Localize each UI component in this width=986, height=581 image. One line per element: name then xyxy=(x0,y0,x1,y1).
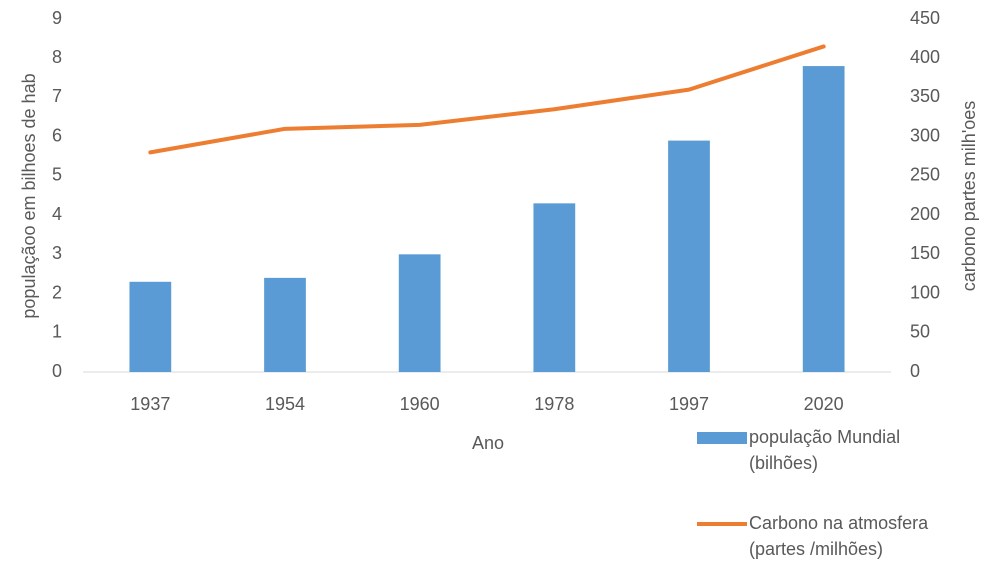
x-tick-label: 1978 xyxy=(534,394,574,414)
y2-tick-label: 250 xyxy=(910,165,940,185)
line xyxy=(148,44,826,155)
y2-tick-label: 200 xyxy=(910,204,940,224)
y-tick-label: 4 xyxy=(52,204,62,224)
x-tick-label: 1997 xyxy=(669,394,709,414)
y2-tick-label: 50 xyxy=(910,322,930,342)
y-tick-label: 9 xyxy=(52,8,62,28)
y2-tick-label: 400 xyxy=(910,47,940,67)
x-tick-label: 1960 xyxy=(400,394,440,414)
x-tick-label: 1954 xyxy=(265,394,305,414)
x-tick-label: 2020 xyxy=(804,394,844,414)
legend-label: Carbono na atmosfera (partes /milhões) xyxy=(749,513,929,559)
bar xyxy=(398,254,441,372)
y-tick-label: 6 xyxy=(52,125,62,145)
y-axis-label: populaçãoo em bilhoes de hab xyxy=(19,73,39,318)
bar xyxy=(533,203,576,372)
legend-swatch xyxy=(697,432,747,444)
y2-tick-label: 300 xyxy=(910,125,940,145)
y-tick-label: 1 xyxy=(52,322,62,342)
y2-tick-label: 350 xyxy=(910,86,940,106)
y-tick-label: 3 xyxy=(52,243,62,263)
bar xyxy=(129,281,172,372)
x-tick-label: 1937 xyxy=(130,394,170,414)
y-tick-label: 5 xyxy=(52,165,62,185)
y-tick-label: 7 xyxy=(52,86,62,106)
x-axis-label: Ano xyxy=(472,433,504,453)
y2-tick-label: 150 xyxy=(910,243,940,263)
y2-tick-label: 450 xyxy=(910,8,940,28)
y2-tick-label: 0 xyxy=(910,361,920,381)
y2-axis-label: carbono partes milh'oes xyxy=(959,101,979,292)
y-tick-label: 0 xyxy=(52,361,62,381)
legend-label: população Mundial (bilhões) xyxy=(749,427,901,473)
bar xyxy=(668,140,710,372)
bar xyxy=(802,66,845,373)
y-tick-label: 2 xyxy=(52,282,62,302)
y-tick-label: 8 xyxy=(52,47,62,67)
y2-tick-label: 100 xyxy=(910,282,940,302)
bar xyxy=(264,277,306,372)
